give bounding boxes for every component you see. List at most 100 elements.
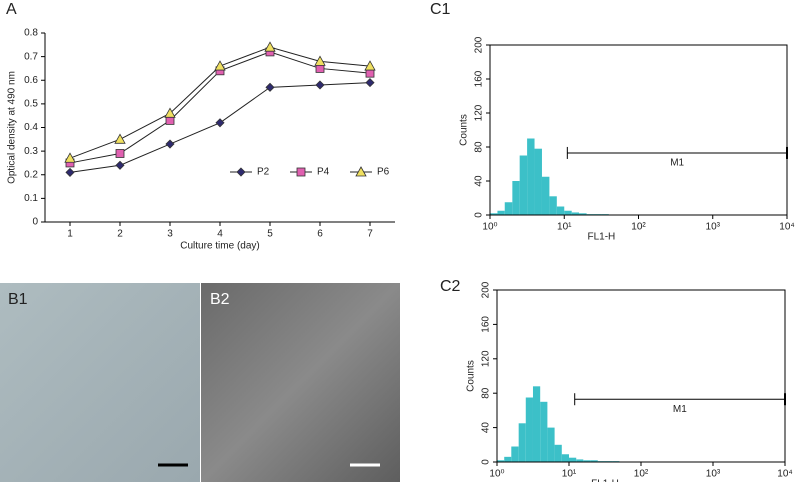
y-tick-label: 40	[481, 422, 492, 434]
histogram-bar	[583, 460, 591, 462]
x-tick-label: 10¹	[562, 469, 577, 480]
marker	[364, 60, 376, 71]
y-tick-label: 160	[481, 316, 492, 333]
panel-label: C2	[440, 278, 461, 295]
histogram-bar	[540, 401, 548, 462]
marker	[214, 60, 226, 71]
histogram-bar	[511, 446, 519, 462]
histogram-bar	[549, 196, 557, 215]
legend-label: P6	[377, 167, 390, 178]
marker	[165, 139, 175, 149]
y-axis-label: Optical density at 490 nm	[7, 71, 18, 184]
y-tick-label: 0.5	[24, 99, 38, 110]
histogram-bar	[519, 155, 528, 215]
panel-label: B1	[8, 291, 28, 308]
legend-label: P4	[317, 167, 330, 178]
x-tick-label: 10³	[706, 469, 721, 480]
y-tick-label: 120	[481, 350, 492, 367]
x-tick-label: 10⁰	[482, 222, 497, 233]
legend-marker	[296, 167, 306, 177]
y-tick-label: 0.7	[24, 51, 38, 62]
histogram-bar	[532, 386, 541, 462]
y-tick-label: 0	[481, 459, 492, 465]
y-tick-label: 0.6	[24, 75, 38, 86]
legend-label: P2	[257, 167, 270, 178]
y-tick-label: 0.2	[24, 169, 38, 180]
histogram-bar	[497, 210, 505, 215]
y-tick-label: 0.4	[24, 122, 38, 133]
y-tick-label: 0.1	[24, 193, 38, 204]
histogram-bar	[541, 176, 550, 215]
histogram-bar	[576, 459, 584, 462]
marker	[315, 80, 325, 90]
histogram-bar	[561, 454, 569, 462]
panel-label: A	[6, 1, 17, 18]
marker	[264, 41, 276, 52]
marker	[265, 82, 275, 92]
gate-label: M1	[670, 158, 684, 169]
x-tick-label: 7	[367, 229, 373, 240]
x-tick-label: 1	[67, 229, 73, 240]
histogram-bar	[569, 457, 577, 462]
x-tick-label: 5	[267, 229, 273, 240]
x-axis-label: FL1-H	[591, 479, 619, 482]
histogram-bar	[590, 460, 598, 462]
micrograph-b2	[201, 283, 400, 482]
histogram-bar	[490, 213, 498, 215]
gate-label: M1	[673, 404, 687, 415]
micrograph-b1	[0, 283, 200, 482]
legend-marker	[236, 167, 246, 177]
panel-label: C1	[430, 1, 451, 18]
y-tick-label: 200	[481, 281, 492, 298]
marker	[115, 149, 125, 158]
x-axis-label: FL1-H	[587, 232, 615, 243]
x-tick-label: 10⁴	[779, 222, 794, 233]
y-axis-label: Counts	[459, 114, 470, 146]
x-tick-label: 10²	[634, 469, 649, 480]
x-tick-label: 10²	[631, 222, 646, 233]
x-tick-label: 3	[167, 229, 173, 240]
histogram-bar	[525, 397, 533, 462]
y-tick-label: 0.3	[24, 146, 38, 157]
histogram-bar	[556, 206, 565, 215]
y-tick-label: 160	[474, 70, 485, 87]
marker	[164, 107, 176, 118]
histogram-bar	[512, 181, 520, 215]
histogram-bar	[564, 210, 572, 215]
x-tick-label: 2	[117, 229, 123, 240]
y-tick-label: 200	[474, 36, 485, 53]
histogram-bar	[579, 213, 587, 215]
marker	[115, 160, 125, 170]
y-axis-label: Counts	[466, 360, 477, 392]
marker	[65, 167, 75, 177]
x-axis-label: Culture time (day)	[180, 241, 259, 252]
y-tick-label: 0	[474, 212, 485, 218]
y-tick-label: 80	[474, 141, 485, 153]
y-tick-label: 0	[32, 217, 38, 228]
histogram-bar	[571, 212, 580, 215]
series-line	[69, 82, 371, 173]
y-tick-label: 0.8	[24, 28, 38, 39]
x-tick-label: 10⁰	[489, 469, 504, 480]
histogram-bar	[534, 148, 542, 215]
marker	[215, 118, 225, 128]
y-tick-label: 80	[481, 387, 492, 399]
histogram-bar	[504, 456, 512, 462]
y-tick-label: 40	[474, 175, 485, 187]
marker	[64, 152, 76, 163]
histogram-bar	[504, 202, 513, 215]
histogram-bar	[547, 427, 555, 462]
panel-label: B2	[210, 291, 230, 308]
x-tick-label: 10⁴	[777, 469, 792, 480]
marker	[314, 55, 326, 66]
x-tick-label: 6	[317, 229, 323, 240]
y-tick-label: 120	[474, 104, 485, 121]
histogram-bar	[554, 444, 562, 462]
x-tick-label: 10¹	[557, 222, 572, 233]
marker	[114, 133, 126, 144]
x-tick-label: 10³	[706, 222, 721, 233]
x-tick-label: 4	[217, 229, 223, 240]
histogram-bar	[527, 138, 535, 215]
histogram-bar	[497, 460, 505, 462]
